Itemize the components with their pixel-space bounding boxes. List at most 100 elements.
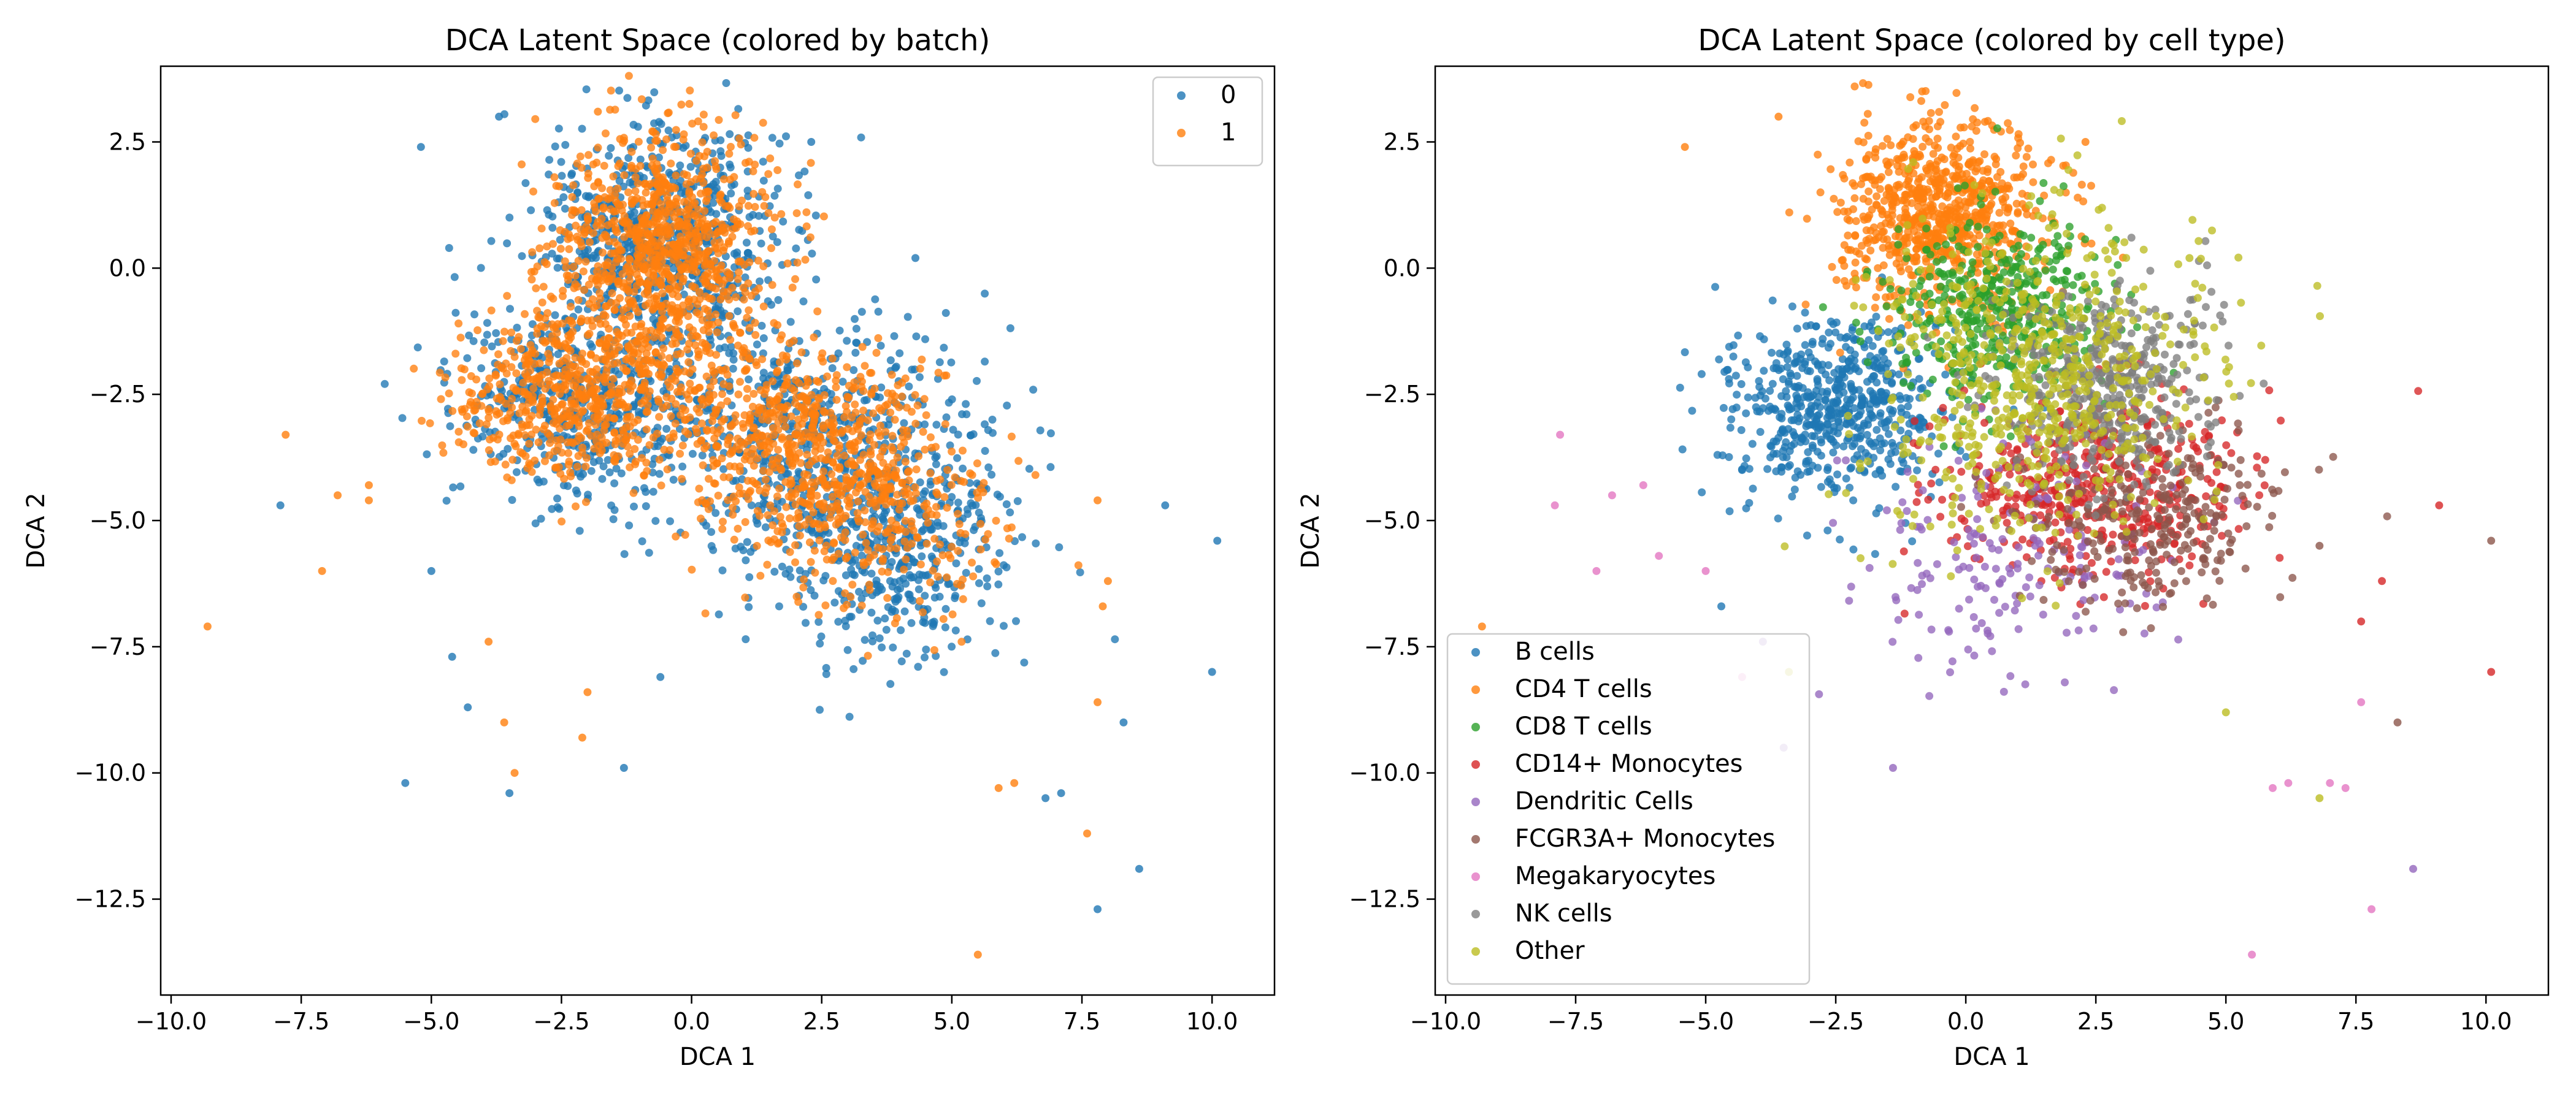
scatter-point [778,528,786,536]
scatter-point [948,448,956,456]
scatter-point [861,636,869,644]
scatter-point [630,300,638,308]
scatter-point [776,140,784,148]
scatter-point [782,381,790,389]
scatter-point [1681,348,1689,356]
scatter-point [776,513,784,521]
scatter-point [672,172,680,180]
scatter-point [656,207,664,215]
scatter-point [847,457,855,465]
scatter-point [545,156,553,164]
scatter-point [680,131,688,139]
scatter-point [959,465,967,473]
scatter-point [583,454,591,462]
scatter-point [864,652,872,660]
scatter-point [764,209,772,217]
scatter-point [887,396,895,404]
scatter-point [898,392,906,400]
scatter-point [754,257,762,265]
scatter-point [1849,546,1857,554]
scatter-point [670,476,678,484]
scatter-point [827,470,835,478]
scatter-point [575,422,583,430]
scatter-point [365,497,373,505]
scatter-point [483,319,491,327]
scatter-point [726,274,734,282]
scatter-point [926,469,934,477]
scatter-point [936,593,944,601]
scatter-point [792,430,800,438]
scatter-point [959,447,967,455]
scatter-point [541,457,549,465]
scatter-point [565,457,573,465]
scatter-point [984,426,992,434]
scatter-point [1836,536,1844,544]
scatter-point [1846,346,1854,354]
scatter-point [766,154,774,162]
scatter-point [793,359,801,367]
scatter-point [681,416,689,424]
scatter-point [1824,463,1832,471]
scatter-point [513,468,521,476]
scatter-point [642,459,650,467]
scatter-point [713,273,721,281]
scatter-point [700,110,708,118]
scatter-point [1842,475,1850,482]
scatter-point [957,638,965,646]
scatter-point [864,546,872,554]
scatter-point [786,514,794,522]
scatter-point [853,325,861,333]
scatter-point [535,438,543,446]
scatter-point [687,178,695,186]
scatter-point [727,422,735,430]
scatter-point [531,350,539,358]
scatter-point [578,734,586,742]
scatter-point [879,470,887,478]
scatter-point [854,425,862,433]
scatter-point [812,411,820,419]
scatter-point [788,440,796,448]
scatter-point [555,463,563,471]
scatter-point [891,332,899,340]
scatter-point [863,473,871,481]
scatter-point [1727,416,1735,424]
scatter-point [578,125,586,133]
scatter-point [1757,428,1765,436]
scatter-point [603,302,611,310]
scatter-point [577,153,585,161]
scatter-point [856,373,864,381]
scatter-point [463,413,471,421]
scatter-point [592,376,600,384]
scatter-point [665,227,673,235]
scatter-point [519,449,527,457]
scatter-point [808,457,816,465]
scatter-point [859,531,867,539]
scatter-point [956,520,964,528]
scatter-point [762,409,770,417]
scatter-point [788,413,795,421]
scatter-point [933,477,941,485]
scatter-point [711,162,719,170]
scatter-point [650,488,657,496]
scatter-point [652,348,660,356]
scatter-point [904,468,912,476]
scatter-point [948,481,956,489]
scatter-point [605,334,613,342]
scatter-point [967,499,975,507]
scatter-point [531,267,539,275]
scatter-point [685,100,693,108]
scatter-point [1876,412,1884,420]
scatter-point [1676,384,1684,392]
scatter-point [578,242,586,250]
scatter-point [575,305,583,313]
scatter-point [585,193,592,201]
scatter-point [873,617,881,625]
scatter-point [836,327,844,335]
scatter-point [473,326,481,334]
scatter-point [1854,413,1862,421]
scatter-point [669,340,677,348]
scatter-point [810,482,818,490]
scatter-point [568,193,576,201]
scatter-point [456,482,464,490]
scatter-point [850,475,858,483]
